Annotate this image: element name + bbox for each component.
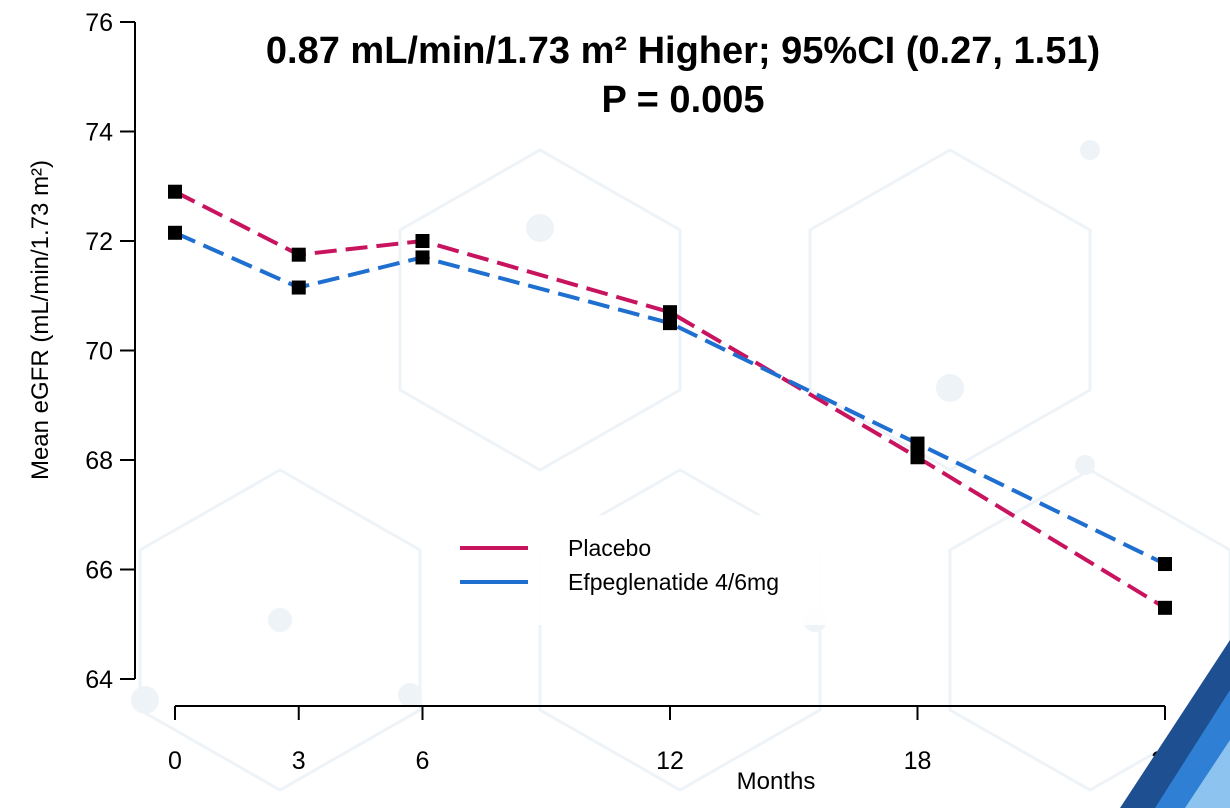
data-point-placebo bbox=[663, 305, 677, 320]
y-tick-label: 76 bbox=[85, 9, 113, 37]
data-point-efpeglenatide bbox=[291, 280, 306, 295]
x-tick-label: 6 bbox=[416, 747, 430, 775]
y-axis: 64 66 68 70 72 74 76 bbox=[85, 9, 136, 694]
chart-subtitle: P = 0.005 bbox=[601, 79, 764, 121]
x-tick-label: 18 bbox=[904, 747, 932, 775]
data-point-efpeglenatide bbox=[910, 436, 925, 451]
chart-title: 0.87 mL/min/1.73 m² Higher; 95%CI (0.27,… bbox=[266, 30, 1100, 72]
y-tick-label: 70 bbox=[85, 338, 113, 366]
y-tick-label: 68 bbox=[85, 447, 113, 475]
data-point-efpeglenatide bbox=[415, 250, 430, 265]
y-axis-title: Mean eGFR (mL/min/1.73 m²) bbox=[27, 160, 54, 480]
data-point-efpeglenatide bbox=[663, 316, 677, 331]
legend: Placebo Efpeglenatide 4/6mg bbox=[425, 515, 940, 625]
legend-label: Efpeglenatide 4/6mg bbox=[568, 569, 779, 595]
x-axis: 036121824 bbox=[168, 705, 1179, 775]
series-layer bbox=[168, 184, 1172, 615]
data-point-efpeglenatide bbox=[168, 225, 182, 240]
x-tick-label: 12 bbox=[656, 747, 684, 775]
y-tick-label: 66 bbox=[85, 557, 113, 585]
data-point-placebo bbox=[168, 184, 182, 199]
y-tick-label: 64 bbox=[85, 666, 113, 694]
legend-label: Placebo bbox=[568, 535, 651, 561]
background-pattern bbox=[131, 140, 1230, 792]
y-tick-label: 74 bbox=[85, 119, 113, 147]
x-axis-title: Months bbox=[737, 768, 816, 795]
data-point-placebo bbox=[910, 450, 925, 465]
series-line-placebo bbox=[174, 189, 1167, 610]
x-tick-label: 0 bbox=[168, 747, 182, 775]
data-point-efpeglenatide bbox=[1158, 557, 1172, 572]
data-point-placebo bbox=[415, 234, 430, 248]
series-line-efpeglenatide bbox=[174, 230, 1166, 566]
y-tick-label: 72 bbox=[85, 228, 113, 256]
data-point-placebo bbox=[291, 247, 306, 262]
legend-box bbox=[425, 515, 940, 625]
x-tick-label: 3 bbox=[292, 747, 306, 775]
corner-decoration bbox=[1120, 640, 1230, 808]
data-point-placebo bbox=[1158, 600, 1172, 615]
